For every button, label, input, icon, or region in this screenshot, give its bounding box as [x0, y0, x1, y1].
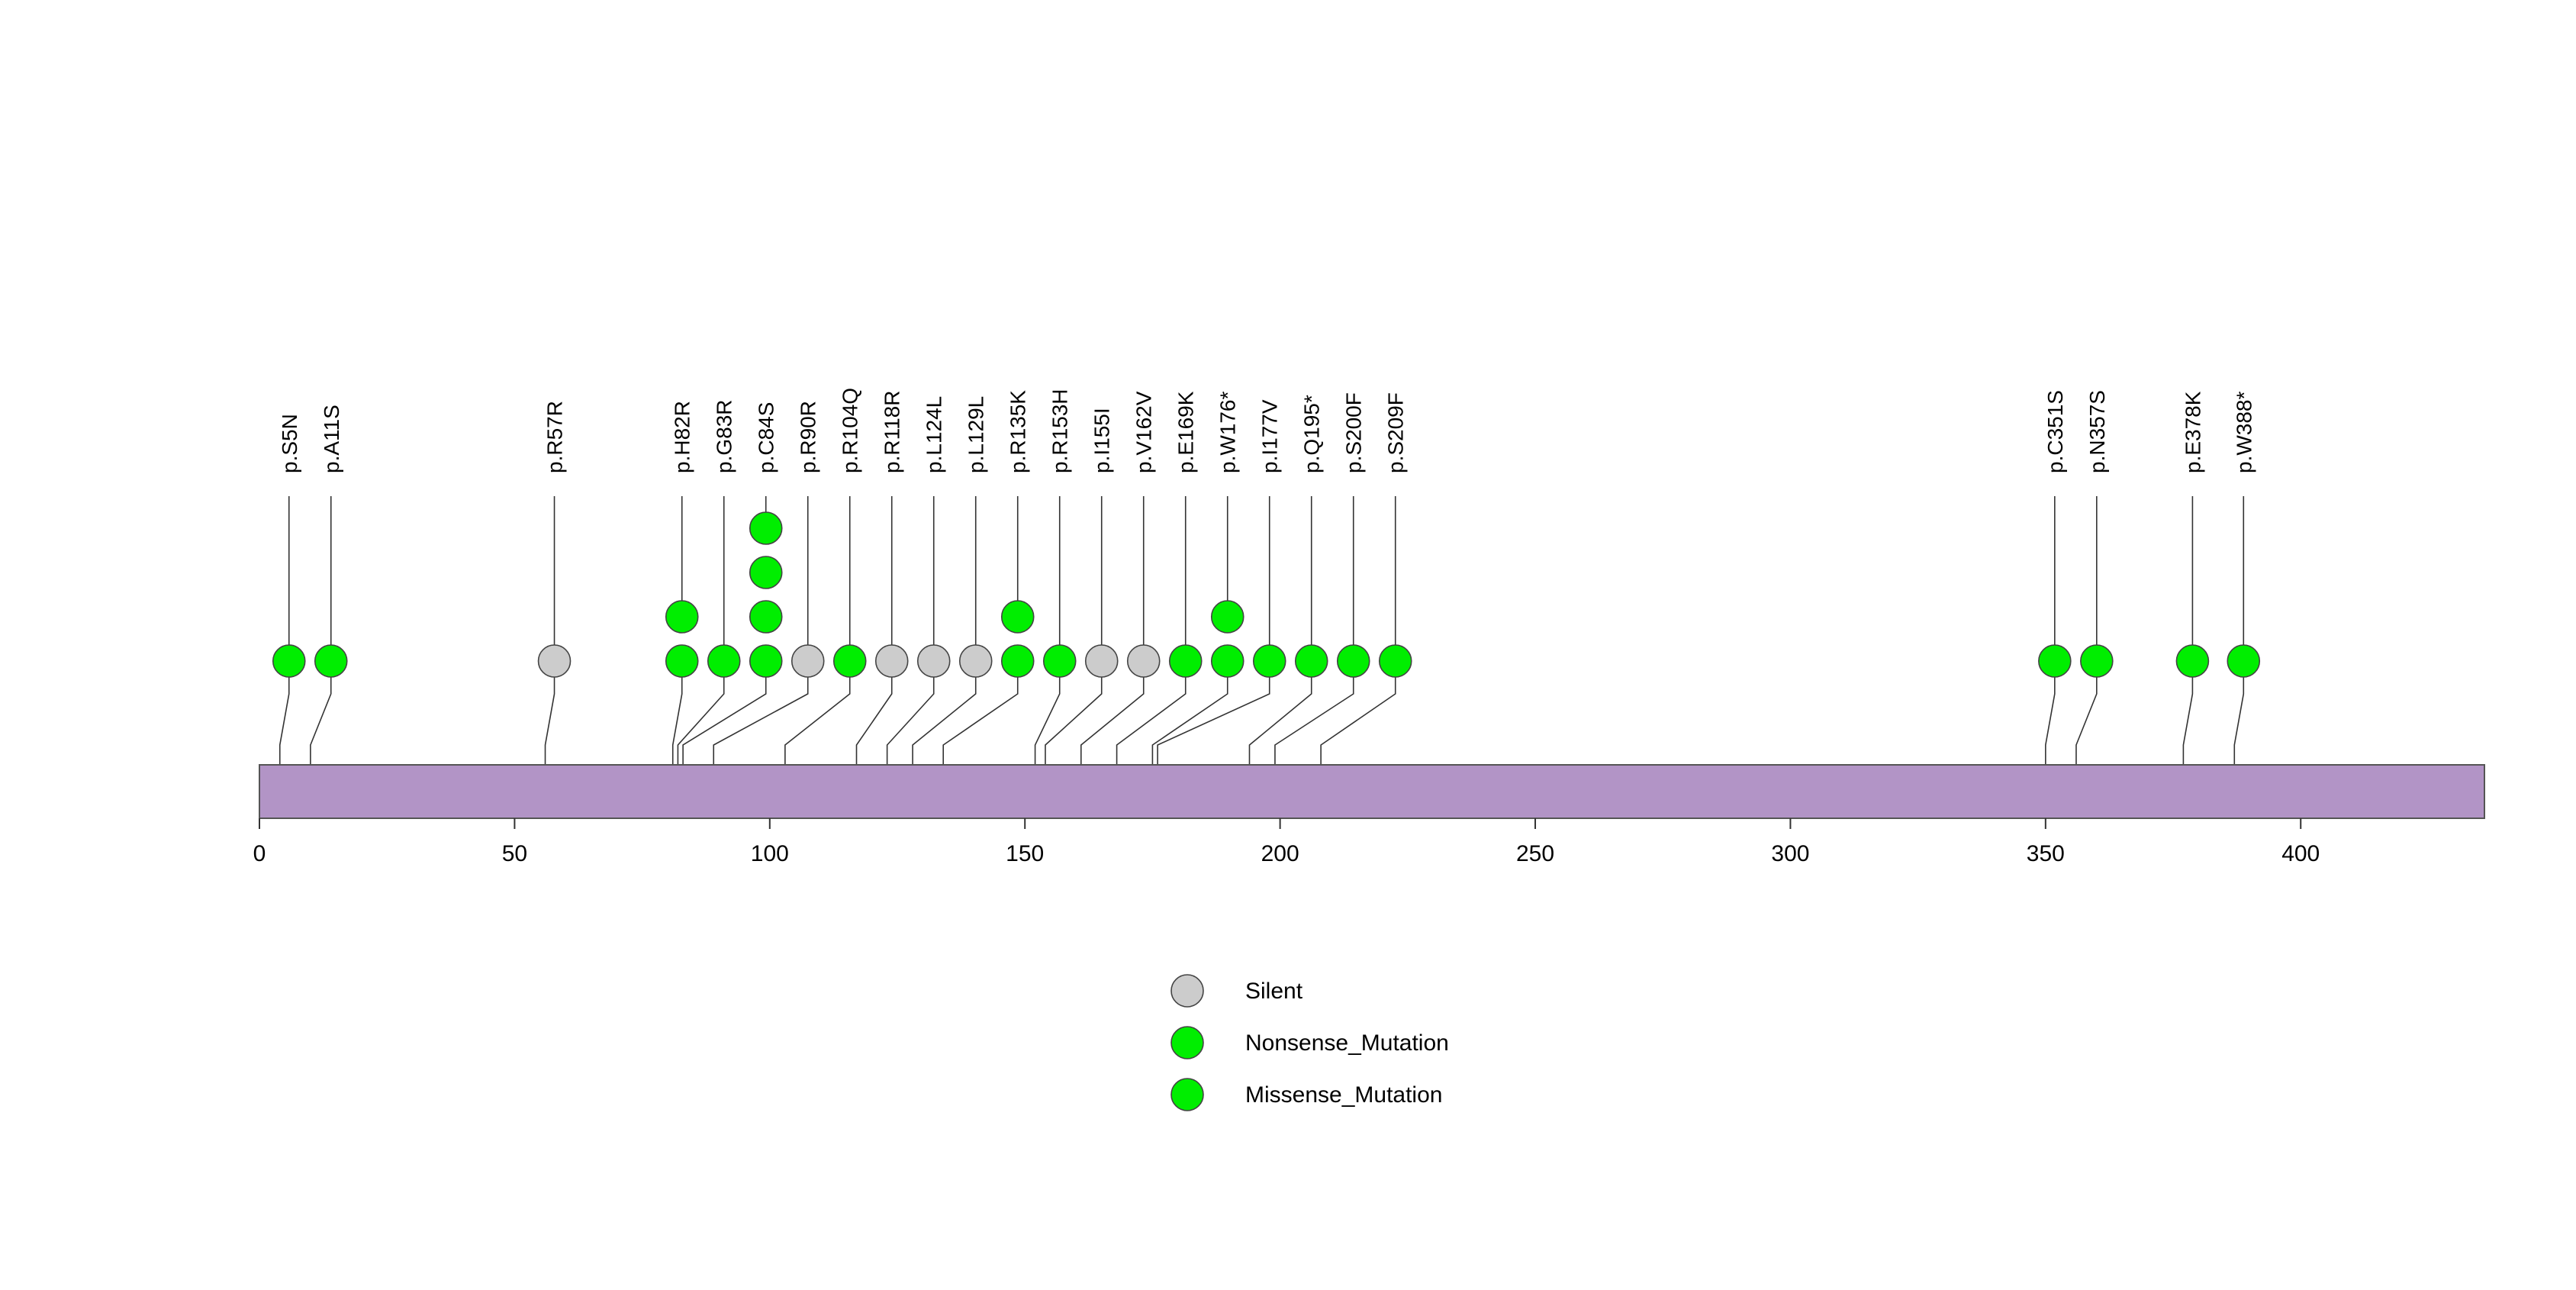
mutation-label: p.L124L — [923, 396, 946, 473]
mutation-point — [2038, 644, 2072, 678]
tick-label: 300 — [1771, 841, 1809, 866]
mutation-label: p.R135K — [1006, 390, 1030, 473]
legend-label: Silent — [1245, 979, 1303, 1004]
mutation-label: p.V162V — [1132, 391, 1156, 473]
mutation-label: p.I177V — [1258, 399, 1282, 473]
legend-swatch — [1170, 974, 1204, 1008]
mutation-point — [749, 600, 783, 634]
mutation-label: p.Q195* — [1300, 395, 1324, 473]
mutation-point — [1000, 644, 1035, 678]
mutation-point — [1000, 600, 1035, 634]
mutation-label: p.C84S — [755, 402, 778, 473]
tick-label: 250 — [1516, 841, 1554, 866]
mutation-point — [537, 644, 572, 678]
mutation-point — [314, 644, 348, 678]
tick-label: 400 — [2281, 841, 2320, 866]
tick-label: 0 — [253, 841, 266, 866]
mutation-label: p.G83R — [713, 400, 736, 474]
mutation-label: p.C351S — [2043, 390, 2067, 473]
mutation-label: p.W388* — [2232, 392, 2256, 473]
mutation-point — [791, 644, 825, 678]
mutation-point — [707, 644, 741, 678]
mutation-point — [272, 644, 306, 678]
x-axis: 0 50 100 150 200 250 300 350 400 — [253, 818, 2320, 866]
mutation-point — [874, 644, 909, 678]
mutation-point — [1042, 644, 1077, 678]
mutation-point — [1084, 644, 1119, 678]
mutation-point — [665, 600, 699, 634]
mutation-point — [749, 556, 783, 589]
mutation-point — [2227, 644, 2261, 678]
mutation-label: p.W176* — [1216, 392, 1240, 473]
mutation-point — [2080, 644, 2114, 678]
mutation-label: p.R57R — [543, 401, 567, 473]
tick-label: 150 — [1006, 841, 1044, 866]
mutation-label: p.E378K — [2181, 391, 2204, 473]
mutation-label: p.S209F — [1384, 392, 1408, 473]
mutation-label: p.R118R — [881, 391, 904, 473]
mutation-label: p.A11S — [320, 405, 343, 473]
mutation-point — [1126, 644, 1161, 678]
mutation-point — [832, 644, 867, 678]
tick-label: 100 — [751, 841, 789, 866]
legend-label: Missense_Mutation — [1245, 1082, 1442, 1108]
tick-label: 50 — [502, 841, 527, 866]
mutation-point — [1294, 644, 1328, 678]
mutation-points — [272, 511, 2261, 678]
mutation-point — [2175, 644, 2210, 678]
mutation-point — [1336, 644, 1370, 678]
mutation-point — [1168, 644, 1203, 678]
legend-swatch — [1170, 1026, 1204, 1059]
legend-swatch — [1170, 1078, 1204, 1111]
mutation-point — [665, 644, 699, 678]
mutation-label: p.E169K — [1174, 391, 1198, 473]
mutation-label: p.S200F — [1342, 392, 1366, 473]
protein-domain-bar — [259, 764, 2485, 819]
mutation-label: p.L129L — [964, 396, 988, 473]
mutation-point — [1378, 644, 1412, 678]
tick-label: 200 — [1261, 841, 1299, 866]
mutation-point — [749, 511, 783, 545]
mutation-label: p.R153H — [1048, 389, 1072, 473]
mutation-label: p.H82R — [671, 401, 694, 473]
mutation-point — [958, 644, 993, 678]
legend-label: Nonsense_Mutation — [1245, 1030, 1449, 1056]
tick-label: 350 — [2027, 841, 2065, 866]
mutation-point — [1252, 644, 1286, 678]
mutation-point — [916, 644, 951, 678]
mutation-point — [749, 644, 783, 678]
mutation-point — [1210, 644, 1245, 678]
mutation-labels: p.S5N p.A11S p.R57R p.H82R p.G83R p.C84S p.R90… — [278, 388, 2256, 473]
mutation-point — [1210, 600, 1245, 634]
mutation-label: p.R104Q — [839, 388, 862, 473]
mutation-label: p.R90R — [797, 401, 820, 473]
mutation-label: p.S5N — [278, 414, 301, 473]
mutation-label: p.N357S — [2085, 390, 2109, 473]
legend: Silent Nonsense_Mutation Missense_Mutation — [1170, 974, 1449, 1111]
mutation-label: p.I155I — [1090, 408, 1114, 473]
